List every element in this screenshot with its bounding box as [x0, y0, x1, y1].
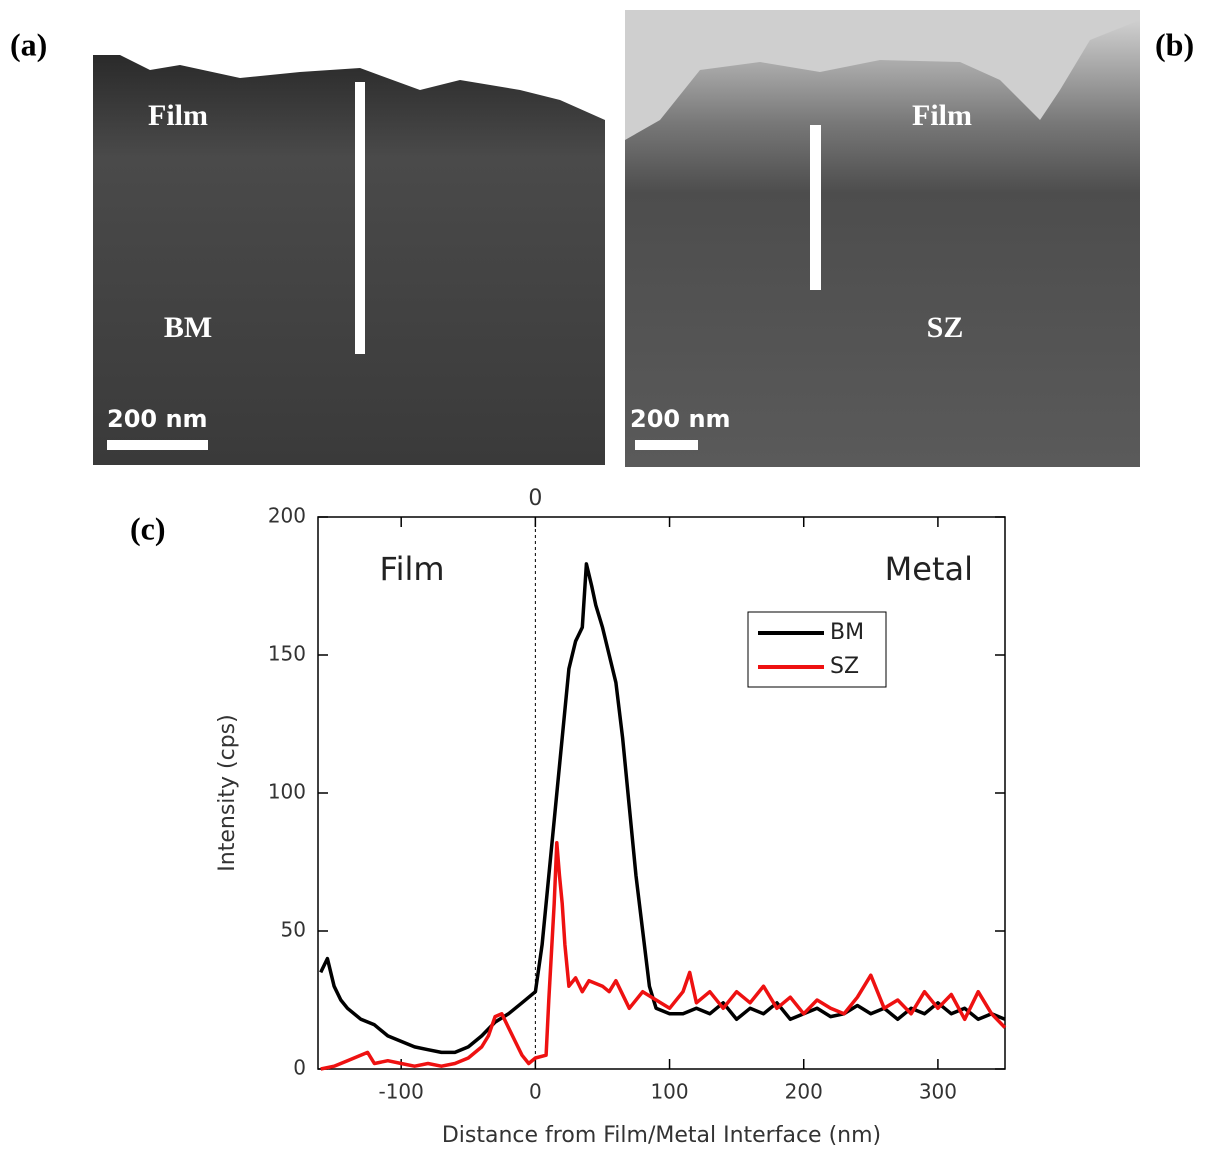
y-tick-label: 100 — [268, 780, 306, 804]
legend-box — [747, 611, 887, 688]
y-tick-label: 0 — [293, 1056, 306, 1080]
x-tick-label: 200 — [785, 1080, 823, 1104]
x-tick-label: 100 — [650, 1080, 688, 1104]
surface-a — [93, 55, 605, 120]
scan-line — [810, 125, 821, 290]
x-tick-label: 0 — [529, 1080, 542, 1104]
region-label: BM — [164, 311, 212, 344]
plot-frame — [317, 516, 1006, 1070]
annotation: Metal — [885, 550, 973, 588]
legend-label: BM — [830, 620, 864, 645]
x-axis-label: Distance from Film/Metal Interface (nm) — [442, 1123, 881, 1148]
y-tick-label: 200 — [268, 504, 306, 528]
series-line — [320, 840, 1007, 1071]
y-axis-label: Intensity (cps) — [215, 714, 240, 871]
panel-label: (c) — [130, 510, 166, 546]
region-label: Film — [148, 99, 208, 132]
x-tick-label: -100 — [378, 1080, 423, 1104]
micrograph-a — [93, 55, 605, 465]
series-line — [319, 562, 1006, 1055]
y-tick-label: 50 — [281, 918, 306, 942]
scale-bar — [635, 440, 698, 450]
annotation: Film — [379, 550, 444, 588]
y-tick-label: 150 — [268, 642, 306, 666]
scale-label: 200 nm — [107, 405, 208, 433]
x-tick-label: 300 — [919, 1080, 957, 1104]
scale-label: 200 nm — [630, 405, 731, 433]
panel-label: (a) — [10, 26, 47, 62]
surface-b — [625, 10, 1140, 140]
panel-label: (b) — [1155, 26, 1194, 62]
scan-line — [355, 82, 365, 354]
scale-bar — [107, 440, 208, 450]
region-label: Film — [912, 99, 972, 132]
x2-tick-label: 0 — [528, 486, 542, 511]
legend-label: SZ — [830, 654, 859, 679]
region-label: SZ — [927, 311, 964, 344]
